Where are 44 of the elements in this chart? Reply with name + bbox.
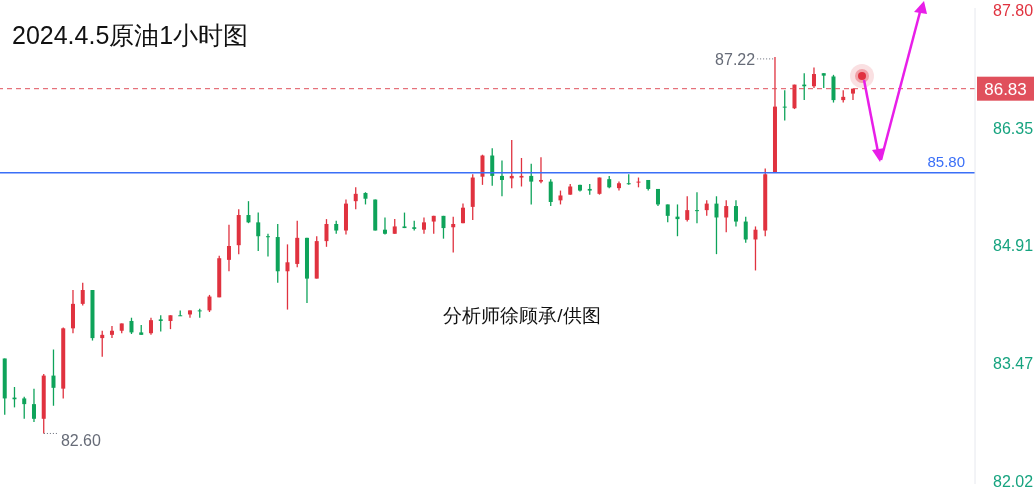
candlestick xyxy=(724,199,729,233)
candlestick xyxy=(80,282,85,307)
candlestick xyxy=(480,154,485,186)
candlestick xyxy=(265,233,270,258)
text: 87.22 xyxy=(715,50,756,68)
text: 82.60 xyxy=(60,432,101,450)
candlestick xyxy=(529,163,534,206)
candlestick xyxy=(743,216,748,244)
candlestick xyxy=(694,191,699,224)
candlestick xyxy=(324,218,329,248)
y-tick-label: 87.80 xyxy=(993,1,1034,19)
candlestick xyxy=(811,66,816,89)
candlestick xyxy=(51,348,56,407)
candlestick xyxy=(714,195,719,255)
annotation: 分析师徐顾承/供图 xyxy=(443,305,601,326)
candlestick xyxy=(733,199,738,228)
candlestick xyxy=(226,224,231,272)
candlestick xyxy=(285,243,290,311)
candlestick xyxy=(538,156,543,184)
y-tick-label: 86.35 xyxy=(993,119,1034,137)
candlestick xyxy=(22,396,27,420)
candlestick xyxy=(782,89,787,122)
candlestick xyxy=(792,83,797,110)
candlestick xyxy=(831,74,836,104)
candlestick xyxy=(31,387,36,423)
candlestick xyxy=(382,216,387,236)
candlestick xyxy=(451,216,456,254)
candlestick xyxy=(353,186,358,210)
text: 2024.4.5原油1小时图 xyxy=(12,21,249,49)
candlestick xyxy=(685,195,690,223)
candlestick xyxy=(519,157,524,188)
candlestick xyxy=(753,225,758,272)
candlestick xyxy=(490,147,495,187)
candlestick xyxy=(499,159,504,197)
y-tick-label: 82.02 xyxy=(993,472,1034,490)
candlestick xyxy=(246,200,251,224)
y-tick-label: 83.47 xyxy=(993,354,1034,372)
y-tick-label: 84.91 xyxy=(993,237,1034,255)
candlestick xyxy=(548,178,553,207)
candlestick xyxy=(109,325,114,339)
candlestick xyxy=(100,330,105,358)
ref-line-label: 85.80 xyxy=(927,152,965,170)
candlestick xyxy=(256,211,261,252)
ref-line-label: 86.83 xyxy=(984,79,1027,99)
